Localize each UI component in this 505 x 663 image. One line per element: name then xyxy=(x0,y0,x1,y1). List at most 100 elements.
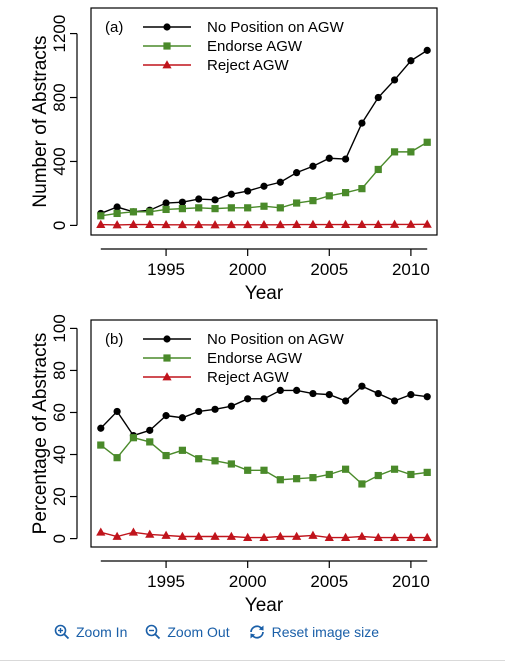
y-tick-label: 1200 xyxy=(50,15,69,53)
data-point xyxy=(342,397,350,405)
data-point xyxy=(259,219,269,229)
data-point xyxy=(308,219,318,229)
data-point xyxy=(293,386,301,395)
data-point xyxy=(113,209,121,218)
panel-label: (b) xyxy=(105,331,123,348)
zoom-in-label: Zoom In xyxy=(76,624,128,640)
data-point xyxy=(342,465,350,473)
data-point xyxy=(227,460,235,468)
legend-label: Reject AGW xyxy=(207,369,290,386)
data-point xyxy=(194,531,204,540)
data-point xyxy=(324,532,334,541)
data-point xyxy=(195,204,203,212)
data-point xyxy=(211,196,219,204)
data-point xyxy=(276,204,284,212)
data-point xyxy=(113,454,121,462)
data-point xyxy=(97,424,105,432)
reset-image-size-button[interactable]: Reset image size xyxy=(248,624,379,640)
data-point xyxy=(309,389,317,398)
legend-label: Reject AGW xyxy=(207,57,290,74)
data-point xyxy=(423,393,431,401)
data-point xyxy=(178,414,186,422)
data-point xyxy=(113,203,121,211)
data-point xyxy=(407,391,415,399)
data-point xyxy=(129,208,138,216)
data-point xyxy=(244,204,252,212)
data-point xyxy=(389,219,400,228)
data-point xyxy=(309,197,317,205)
data-point xyxy=(211,457,219,465)
data-point xyxy=(128,219,139,229)
data-point xyxy=(146,426,154,434)
y-axis-label: Percentage of Abstracts xyxy=(30,333,51,535)
data-point xyxy=(293,475,301,483)
data-point xyxy=(293,199,301,207)
zoom-in-button[interactable]: Zoom In xyxy=(54,624,127,640)
data-point xyxy=(325,192,333,200)
data-point xyxy=(195,195,203,203)
x-tick-label: 2010 xyxy=(392,572,430,591)
data-point xyxy=(227,204,235,212)
data-point xyxy=(292,531,302,540)
legend-marker xyxy=(163,23,171,31)
data-point xyxy=(390,397,399,405)
data-point xyxy=(162,199,170,207)
data-point xyxy=(226,219,236,229)
data-point xyxy=(423,468,431,476)
y-tick-label: 40 xyxy=(50,445,69,464)
data-point xyxy=(112,531,122,540)
data-point xyxy=(195,407,203,416)
y-tick-label: 80 xyxy=(50,361,69,380)
data-point xyxy=(276,476,284,484)
data-point xyxy=(342,189,350,197)
x-tick-label: 2005 xyxy=(310,260,348,279)
plot-frame xyxy=(90,7,438,236)
data-point xyxy=(308,530,318,539)
data-point xyxy=(358,185,366,193)
data-point xyxy=(210,531,220,540)
data-point xyxy=(96,527,106,536)
data-point xyxy=(407,57,415,65)
legend-label: No Position on AGW xyxy=(207,19,345,36)
data-point xyxy=(211,405,219,413)
x-tick-label: 2010 xyxy=(392,260,430,279)
x-tick-label: 1995 xyxy=(147,260,185,279)
data-point xyxy=(243,219,253,229)
zoom-in-icon xyxy=(54,624,70,640)
data-point xyxy=(293,169,301,177)
zoom-out-button[interactable]: Zoom Out xyxy=(145,624,230,640)
data-point xyxy=(341,219,351,229)
data-point xyxy=(292,219,302,229)
data-point xyxy=(146,208,154,216)
x-axis-label: Year xyxy=(245,283,284,304)
data-point xyxy=(389,532,400,541)
data-point xyxy=(390,148,399,156)
data-point xyxy=(423,46,431,54)
data-point xyxy=(162,412,170,420)
data-point xyxy=(227,402,235,410)
data-point xyxy=(97,441,105,449)
data-point xyxy=(161,530,171,539)
zoom-out-icon xyxy=(146,624,161,640)
data-point xyxy=(161,219,171,229)
data-point xyxy=(129,434,138,442)
data-point xyxy=(177,531,187,540)
panel-label: (a) xyxy=(105,19,123,36)
legend-label: Endorse AGW xyxy=(207,38,303,55)
data-point xyxy=(325,470,333,479)
data-point xyxy=(276,178,284,186)
data-point xyxy=(342,155,350,163)
data-point xyxy=(390,76,399,84)
data-point xyxy=(227,190,235,198)
x-tick-label: 1995 xyxy=(147,572,185,591)
y-tick-label: 800 xyxy=(50,83,69,111)
data-point xyxy=(374,93,382,102)
data-point xyxy=(178,198,186,206)
data-point xyxy=(146,438,154,446)
data-point xyxy=(374,389,382,398)
data-point xyxy=(325,154,333,162)
legend-marker xyxy=(163,335,171,343)
data-point xyxy=(194,219,204,229)
legend-marker xyxy=(163,42,171,50)
